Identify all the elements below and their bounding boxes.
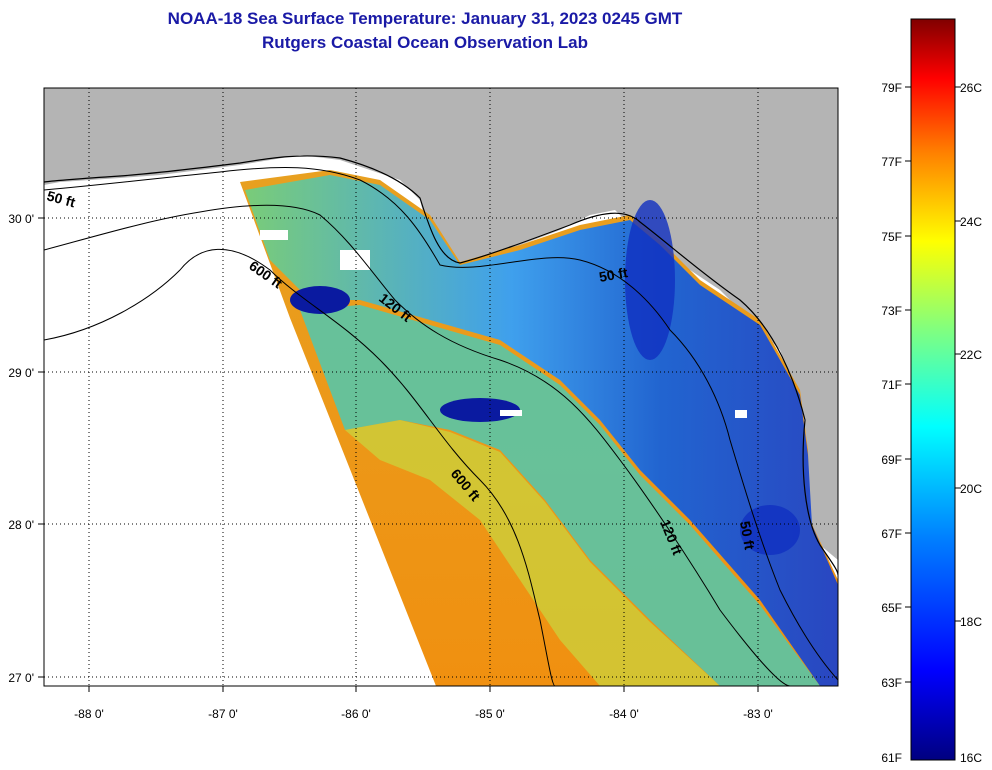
colorbar-label-f: 67F	[881, 527, 902, 541]
colorbar-label-f: 77F	[881, 155, 902, 169]
map-title: NOAA-18 Sea Surface Temperature: January…	[167, 9, 683, 28]
contour-120ft	[44, 204, 791, 686]
coastline	[44, 155, 838, 576]
colorbar-label-f: 63F	[881, 676, 902, 690]
colorbar-label-c: 16C	[960, 751, 982, 765]
lon-tick-label: -83 0'	[743, 707, 773, 721]
colorbar-label-c: 24C	[960, 215, 982, 229]
contour-50ft	[44, 166, 838, 681]
contour-600ft	[44, 248, 556, 686]
contour-label: 50 ft	[737, 520, 758, 551]
cold-pocket	[740, 505, 800, 555]
cloud-patch	[260, 230, 288, 240]
map-subtitle: Rutgers Coastal Ocean Observation Lab	[262, 33, 588, 52]
lon-tick-label: -87 0'	[208, 707, 238, 721]
lat-tick-label: 28 0'	[8, 518, 34, 532]
colorbar-label-c: 18C	[960, 615, 982, 629]
frame-ticks	[38, 217, 759, 692]
lat-tick-label: 30 0'	[8, 212, 34, 226]
lon-tick-label: -86 0'	[341, 707, 371, 721]
map-border	[43, 87, 839, 687]
colorbar-label-c: 26C	[960, 81, 982, 95]
contour-label: 50 ft	[45, 187, 77, 210]
lon-tick-label: -84 0'	[609, 707, 639, 721]
cloud-patch	[500, 410, 522, 416]
land-area	[44, 88, 838, 560]
warm-offshore-band	[345, 420, 720, 686]
cool-coastal-band	[245, 175, 838, 686]
colorbar-label-f: 65F	[881, 601, 902, 615]
colorbar-label-c: 22C	[960, 348, 982, 362]
colorbar-label-f: 71F	[881, 378, 902, 392]
colorbar-label-c: 20C	[960, 482, 982, 496]
cloud-patch	[340, 250, 370, 270]
lat-tick-label: 29 0'	[8, 366, 34, 380]
grid-lines	[44, 88, 838, 686]
colorbar	[910, 18, 956, 761]
cold-pocket	[290, 286, 350, 314]
lon-tick-label: -85 0'	[475, 707, 505, 721]
mid-temperature-band	[300, 305, 820, 686]
contour-label: 50 ft	[598, 264, 629, 285]
colorbar-label-f: 79F	[881, 81, 902, 95]
cold-pocket	[625, 200, 675, 360]
colorbar-label-f: 61F	[881, 751, 902, 765]
colorbar-label-f: 69F	[881, 453, 902, 467]
cloud-patch	[735, 410, 747, 418]
lat-tick-label: 27 0'	[8, 671, 34, 685]
colorbar-label-f: 73F	[881, 304, 902, 318]
colorbar-ticks	[905, 86, 961, 683]
colorbar-label-f: 75F	[881, 230, 902, 244]
lon-tick-label: -88 0'	[74, 707, 104, 721]
